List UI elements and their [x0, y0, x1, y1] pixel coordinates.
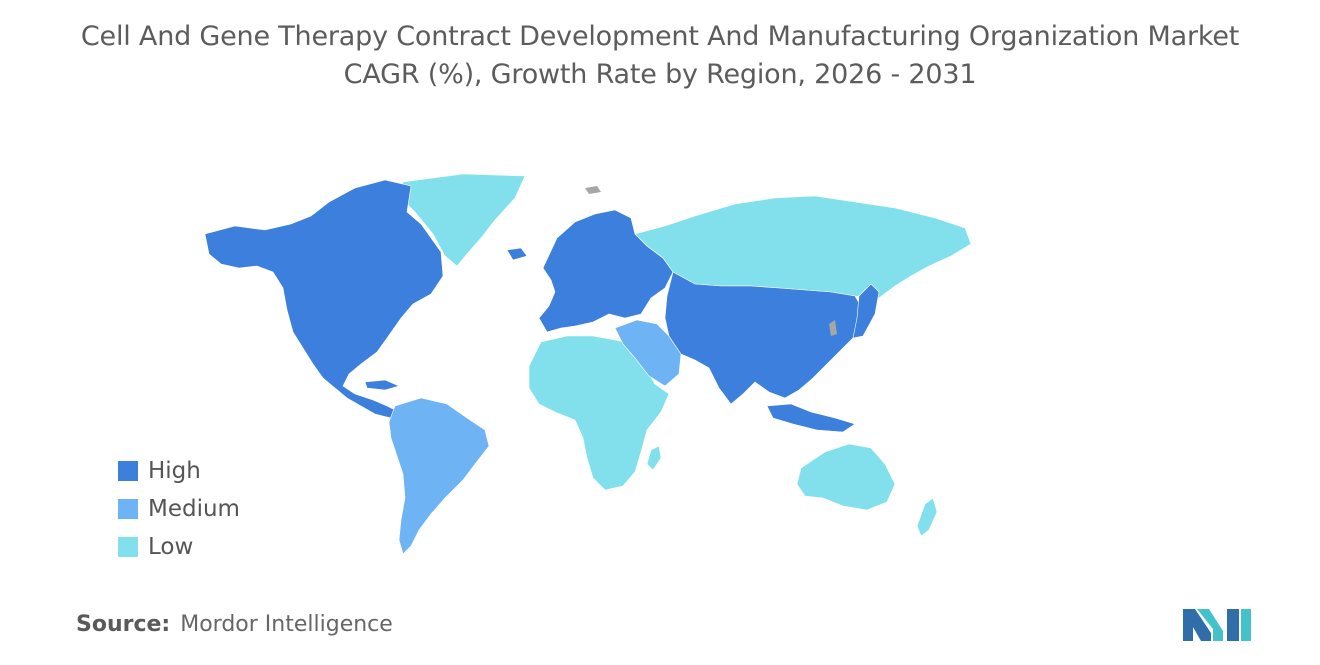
region-new-zealand	[916, 497, 938, 537]
region-australia	[796, 443, 896, 511]
legend-swatch-medium	[118, 499, 138, 519]
chart-title: Cell And Gene Therapy Contract Developme…	[0, 18, 1320, 94]
legend-label-low: Low	[148, 534, 194, 560]
region-iceland	[506, 247, 528, 261]
mordor-intelligence-logo-icon	[1183, 609, 1251, 641]
title-line-1: Cell And Gene Therapy Contract Developme…	[80, 21, 1240, 52]
region-asia	[664, 271, 866, 405]
legend-swatch-high	[118, 461, 138, 481]
legend-label-high: High	[148, 458, 201, 484]
source-value: Mordor Intelligence	[180, 612, 393, 637]
legend: High Medium Low	[118, 452, 240, 566]
region-madagascar	[646, 445, 662, 471]
legend-item-high: High	[118, 452, 240, 490]
title-line-2: CAGR (%), Growth Rate by Region, 2026 - …	[343, 59, 977, 90]
region-caribbean	[364, 379, 400, 391]
region-southeast-asia	[766, 403, 856, 433]
region-middle-east	[614, 319, 682, 387]
legend-item-low: Low	[118, 528, 240, 566]
region-europe	[538, 209, 674, 333]
world-map	[204, 173, 972, 555]
source-label: Source:	[76, 612, 171, 637]
region-north-america	[204, 179, 444, 419]
region-south-america	[388, 397, 490, 555]
region-greenland	[400, 173, 526, 267]
legend-label-medium: Medium	[148, 496, 240, 522]
source-line: Source: Mordor Intelligence	[76, 612, 393, 637]
legend-swatch-low	[118, 537, 138, 557]
legend-item-medium: Medium	[118, 490, 240, 528]
region-japan	[852, 283, 880, 339]
